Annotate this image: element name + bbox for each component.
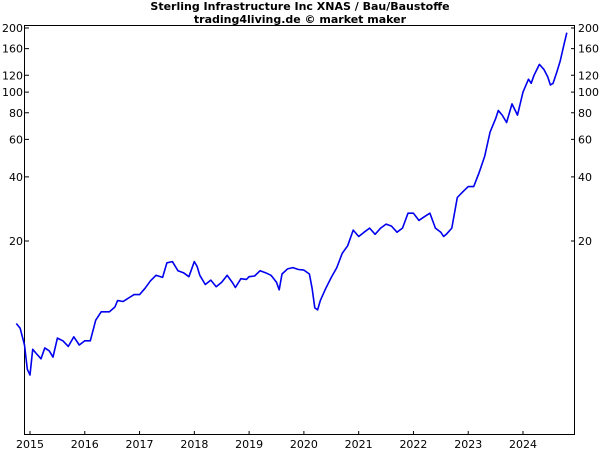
chart-subtitle: trading4living.de © market maker: [193, 13, 407, 26]
y-tick-label-right: 20: [578, 235, 592, 248]
x-axis: 2015 2016 2017 2018 2019 2020 2021 2022 2023 2024: [16, 431, 537, 450]
x-tick-label: 2022: [399, 438, 427, 450]
x-tick-label: 2021: [345, 438, 373, 450]
y-tick-label-left: 100: [2, 86, 23, 99]
y-tick-label-right: 80: [578, 107, 592, 120]
x-tick-label: 2023: [454, 438, 482, 450]
y-tick-label-right: 200: [578, 22, 599, 35]
y-tick-label-right: 160: [578, 43, 599, 56]
y-tick-label-left: 200: [2, 22, 23, 35]
chart-title: Sterling Infrastructure Inc XNAS / Bau/B…: [150, 0, 450, 13]
x-tick-label: 2015: [16, 438, 44, 450]
y-tick-label-right: 60: [578, 133, 592, 146]
chart-title-block: Sterling Infrastructure Inc XNAS / Bau/B…: [0, 0, 600, 26]
y-tick-label-left: 80: [9, 107, 23, 120]
y-tick-label-right: 40: [578, 171, 592, 184]
x-tick-label: 2020: [290, 438, 318, 450]
y-tick-label-right: 120: [578, 69, 599, 82]
price-series-line: [15, 32, 568, 376]
x-tick-label: 2018: [180, 438, 208, 450]
x-tick-label: 2024: [509, 438, 537, 450]
y-axis-left: 20 40 60 80 100 120 160 200: [2, 22, 29, 248]
y-tick-label-left: 20: [9, 235, 23, 248]
y-tick-label-right: 100: [578, 86, 599, 99]
y-axis-right: 20 40 60 80 100 120 160 200: [571, 22, 599, 248]
x-tick-label: 2017: [126, 438, 154, 450]
plot-frame: [24, 25, 575, 435]
x-tick-label: 2016: [71, 438, 99, 450]
y-tick-label-left: 120: [2, 69, 23, 82]
y-tick-label-left: 40: [9, 171, 23, 184]
y-tick-label-left: 160: [2, 43, 23, 56]
y-tick-label-left: 60: [9, 133, 23, 146]
x-tick-label: 2019: [235, 438, 263, 450]
